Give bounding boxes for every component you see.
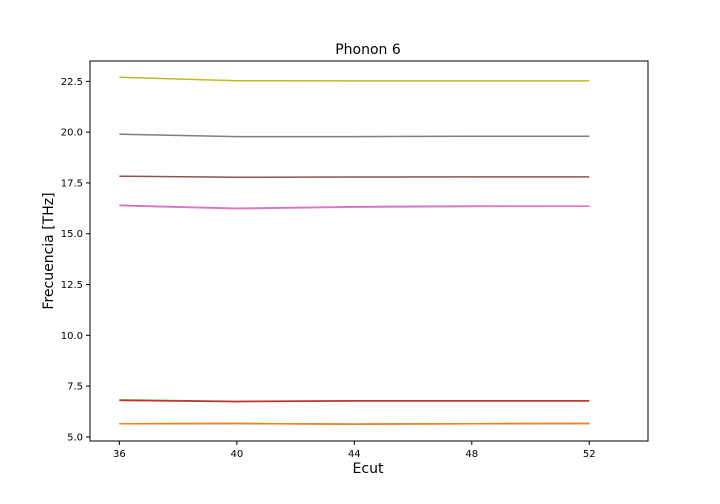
series-line-2	[119, 422, 590, 425]
y-tick-label: 22.5	[61, 77, 83, 88]
series-line-6	[119, 204, 590, 210]
series-line-7	[119, 175, 590, 178]
x-tick-label: 52	[583, 449, 596, 460]
y-tick-label: 10.0	[61, 331, 83, 342]
series-layer	[119, 76, 590, 425]
x-axis-ticks: 36 40 44 48 52	[113, 441, 596, 460]
series-line-8	[119, 133, 590, 138]
y-axis-ticks: 5.0 7.5 10.0 12.5 15.0 17.5 20.0 22.5	[61, 77, 90, 443]
y-tick-label: 17.5	[61, 178, 83, 189]
y-tick-label: 5.0	[67, 432, 83, 443]
plot-frame	[89, 60, 649, 442]
y-tick-label: 7.5	[67, 382, 83, 393]
x-axis-label: Ecut	[353, 461, 384, 477]
y-tick-label: 15.0	[61, 229, 83, 240]
chart-title: Phonon 6	[335, 42, 401, 58]
x-tick-label: 36	[113, 449, 126, 460]
y-axis-label: Frecuencia [THz]	[41, 192, 57, 309]
y-tick-label: 20.0	[61, 128, 83, 139]
series-line-4	[119, 399, 590, 403]
series-line-9	[119, 76, 590, 82]
y-tick-label: 12.5	[61, 280, 83, 291]
x-tick-label: 48	[465, 449, 478, 460]
x-tick-label: 40	[230, 449, 243, 460]
x-tick-label: 44	[348, 449, 361, 460]
